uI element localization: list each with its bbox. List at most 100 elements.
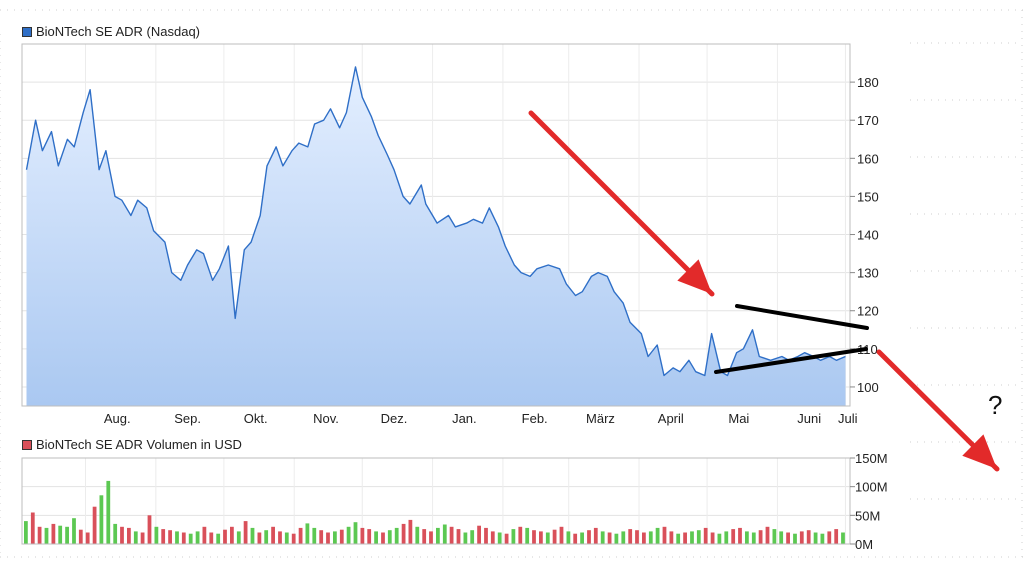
price-xtick-label: Jan. — [452, 411, 477, 426]
volume-bar — [539, 531, 543, 544]
price-series-line — [25, 66, 846, 377]
volume-bar — [291, 533, 296, 544]
volume-bar — [360, 527, 365, 544]
volume-bar — [834, 529, 839, 544]
volume-bar — [813, 532, 818, 544]
volume-bar — [99, 495, 104, 544]
price-xtick-label: Dez. — [381, 411, 408, 426]
volume-bar — [669, 531, 674, 544]
price-xtick-label: Mai — [728, 411, 749, 426]
volume-bar — [422, 529, 427, 544]
volume-bar — [607, 532, 612, 544]
volume-bar — [429, 531, 433, 544]
volume-bar — [676, 533, 681, 544]
volume-bar — [497, 532, 502, 544]
volume-bar — [394, 527, 399, 544]
volume-bar — [745, 531, 749, 544]
volume-bar — [449, 526, 454, 544]
volume-ytick-label: 50M — [855, 508, 880, 523]
price-ytick-label: 130 — [857, 266, 879, 281]
volume-bar — [216, 533, 221, 544]
volume-bar — [65, 526, 69, 544]
price-ytick-label: 100 — [857, 380, 879, 395]
volume-bar — [92, 506, 97, 544]
triangle-upper-line — [735, 304, 869, 330]
price-xtick-label: Aug. — [104, 411, 131, 426]
volume-bar — [326, 532, 330, 544]
price-legend-label: BioNTech SE ADR (Nasdaq) — [36, 24, 201, 39]
volume-bar — [243, 521, 248, 544]
annotations — [528, 110, 1000, 472]
volume-bar — [181, 532, 186, 544]
volume-bar — [278, 531, 282, 544]
volume-bar — [518, 526, 523, 544]
volume-bar — [195, 531, 200, 544]
volume-bar — [442, 524, 447, 544]
volume-bar — [381, 532, 385, 544]
price-ytick-label: 170 — [857, 113, 879, 128]
volume-bar — [758, 530, 763, 544]
volume-bar — [333, 531, 337, 544]
volume-bar — [635, 530, 639, 544]
volume-bar — [374, 531, 378, 544]
volume-plot-frame — [21, 457, 851, 545]
question-mark: ? — [988, 390, 1003, 420]
price-area-fill — [26, 66, 846, 407]
volume-bar — [271, 526, 275, 544]
volume-bar — [44, 527, 49, 544]
volume-ytick-label: 150M — [855, 451, 888, 466]
price-xtick-label: Sep. — [174, 411, 201, 426]
price-xtick-label: Feb. — [522, 411, 548, 426]
volume-bar — [250, 527, 255, 544]
volume-bar — [724, 531, 729, 544]
volume-bar — [710, 532, 715, 544]
volume-legend-label: BioNTech SE ADR Volumen in USD — [36, 437, 242, 452]
red-arrow-trend-head — [677, 259, 712, 294]
volume-bar — [161, 529, 166, 544]
volume-bar — [683, 532, 687, 544]
volume-bar — [51, 523, 56, 544]
volume-bar — [257, 532, 262, 544]
volume-bar — [175, 531, 179, 544]
volume-bar — [600, 531, 605, 544]
volume-bar — [504, 533, 509, 544]
volume-bar — [58, 525, 63, 544]
volume-bar — [614, 533, 619, 544]
price-xtick-label: Nov. — [313, 411, 339, 426]
volume-bar — [30, 512, 35, 544]
volume-bar — [806, 530, 811, 544]
volume-bar — [621, 531, 626, 544]
price-legend-swatch — [22, 27, 32, 37]
volume-bar — [147, 515, 152, 544]
volume-bar — [779, 531, 784, 544]
volume-bar — [690, 531, 694, 544]
price-xtick-label: Juli — [838, 411, 858, 426]
volume-bar — [346, 526, 351, 544]
outer-dotted-border — [0, 9, 1025, 558]
price-ytick-label: 160 — [857, 151, 879, 166]
volume-bar — [436, 527, 440, 544]
volume-bar — [628, 529, 633, 544]
volume-bar — [85, 532, 90, 544]
volume-bar — [731, 529, 736, 544]
volume-bar — [24, 521, 28, 544]
volume-bar — [545, 532, 550, 544]
price-plot-frame — [21, 43, 851, 407]
volume-bar — [593, 527, 598, 544]
volume-bar — [37, 526, 42, 544]
volume-bar — [587, 530, 591, 544]
volume-bar — [772, 529, 777, 544]
volume-legend: BioNTech SE ADR Volumen in USD — [22, 437, 242, 452]
volume-bar — [120, 526, 124, 544]
volume-bar — [648, 531, 653, 544]
volume-bar — [127, 527, 131, 544]
volume-bar — [367, 529, 372, 544]
volume-bar — [72, 518, 76, 544]
price-xtick-label: April — [658, 411, 684, 426]
volume-bar — [415, 526, 420, 544]
volume-bar — [298, 527, 303, 544]
triangle-lower-line — [714, 347, 868, 374]
volume-bar — [106, 480, 111, 544]
price-xtick-label: Okt. — [244, 411, 268, 426]
